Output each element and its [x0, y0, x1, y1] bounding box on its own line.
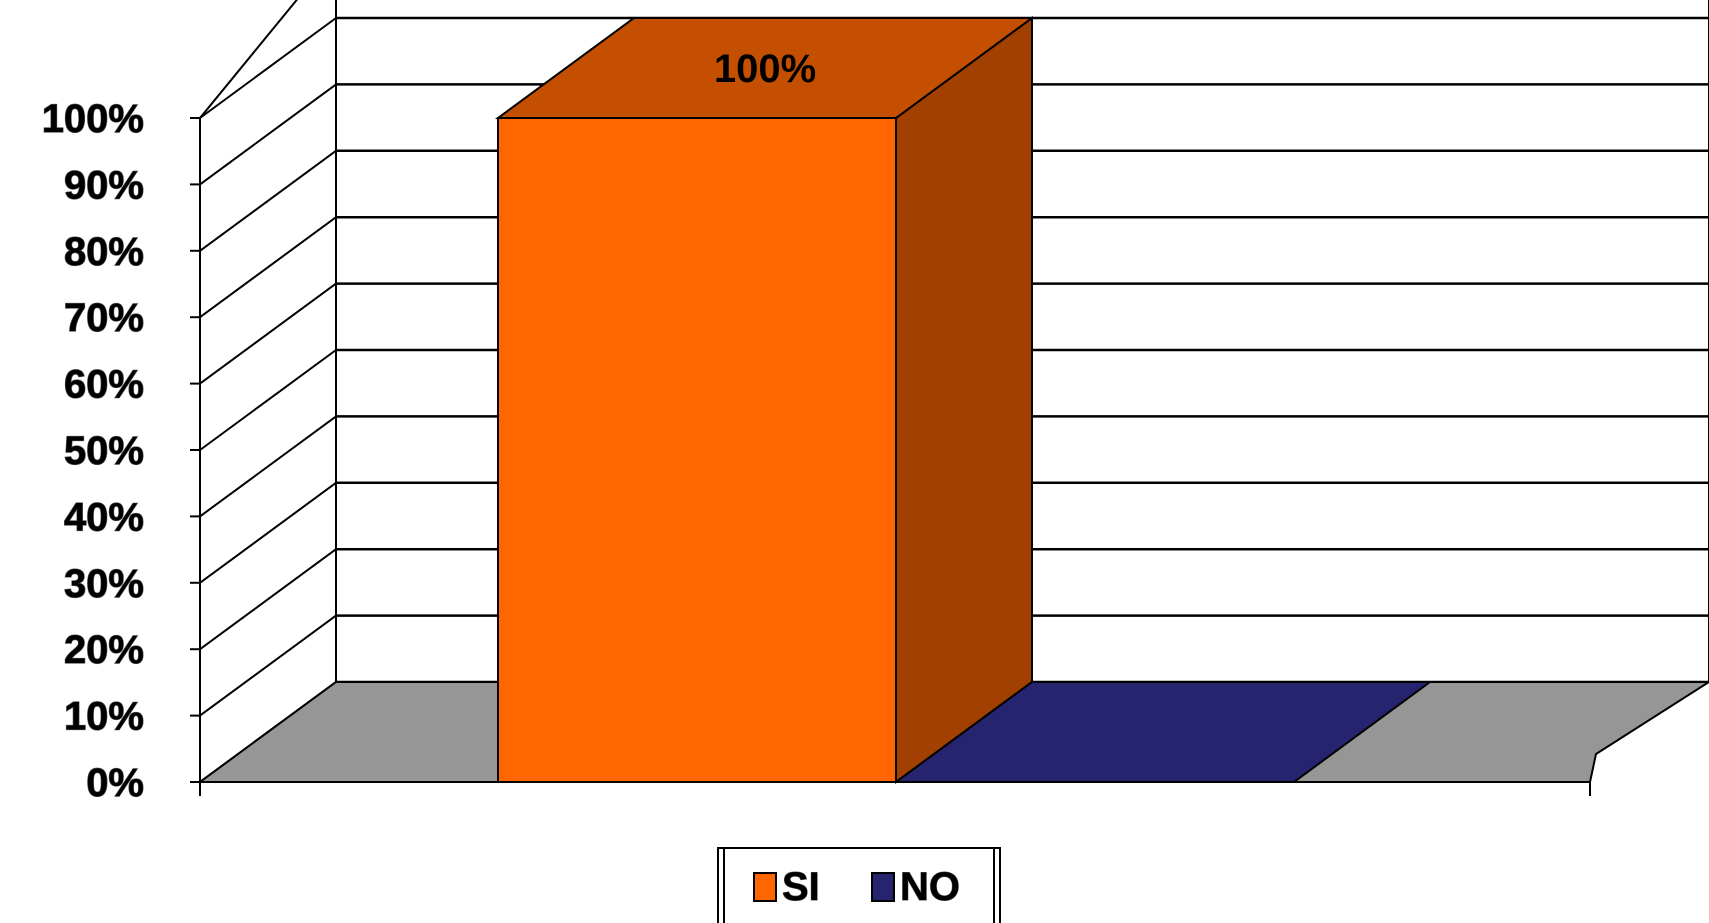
- y-tick-label: 10%: [64, 695, 144, 739]
- gridline-side: [199, 614, 337, 717]
- y-tick-label: 60%: [64, 363, 144, 407]
- legend-swatch-no: [871, 872, 895, 902]
- legend-box: SI NO: [717, 847, 1001, 923]
- y-tick-label: 100%: [42, 97, 144, 141]
- legend-label-no: NO: [900, 865, 960, 909]
- bar-side: [895, 16, 1033, 784]
- y-tick-label: 70%: [64, 296, 144, 340]
- y-tick-label: 80%: [64, 230, 144, 274]
- legend-swatch-si: [753, 872, 777, 902]
- y-tick-label: 50%: [64, 429, 144, 473]
- data-labels: 100%: [714, 47, 816, 91]
- bars: [494, 16, 1434, 784]
- gridline-side: [199, 17, 337, 119]
- bar-no: [892, 681, 1434, 783]
- gridline-side: [199, 481, 337, 584]
- bar-flat: [892, 681, 1434, 783]
- legend-label-si: SI: [782, 865, 820, 909]
- y-tick-label: 30%: [64, 562, 144, 606]
- gridline-side: [199, 83, 337, 186]
- gridline-side: [199, 349, 337, 451]
- y-tick-label: 20%: [64, 628, 144, 672]
- data-label-si: 100%: [714, 47, 816, 91]
- gridline-side: [199, 216, 337, 319]
- gridline-side: [199, 149, 337, 252]
- bar-front: [497, 117, 897, 783]
- y-tick-label: 90%: [64, 163, 144, 207]
- gridline-side: [199, 415, 337, 518]
- legend: SI NO: [717, 847, 1001, 923]
- y-axis-ticks: 0% 10% 20% 30% 40% 50% 60% 70% 80% 90% 100%: [41, 96, 200, 806]
- gridline-side: [199, 548, 337, 651]
- bar-si: [494, 16, 1036, 784]
- y-tick-label: 40%: [64, 495, 144, 539]
- y-tick-label: 0%: [86, 761, 144, 805]
- gridline-side: [199, 282, 337, 385]
